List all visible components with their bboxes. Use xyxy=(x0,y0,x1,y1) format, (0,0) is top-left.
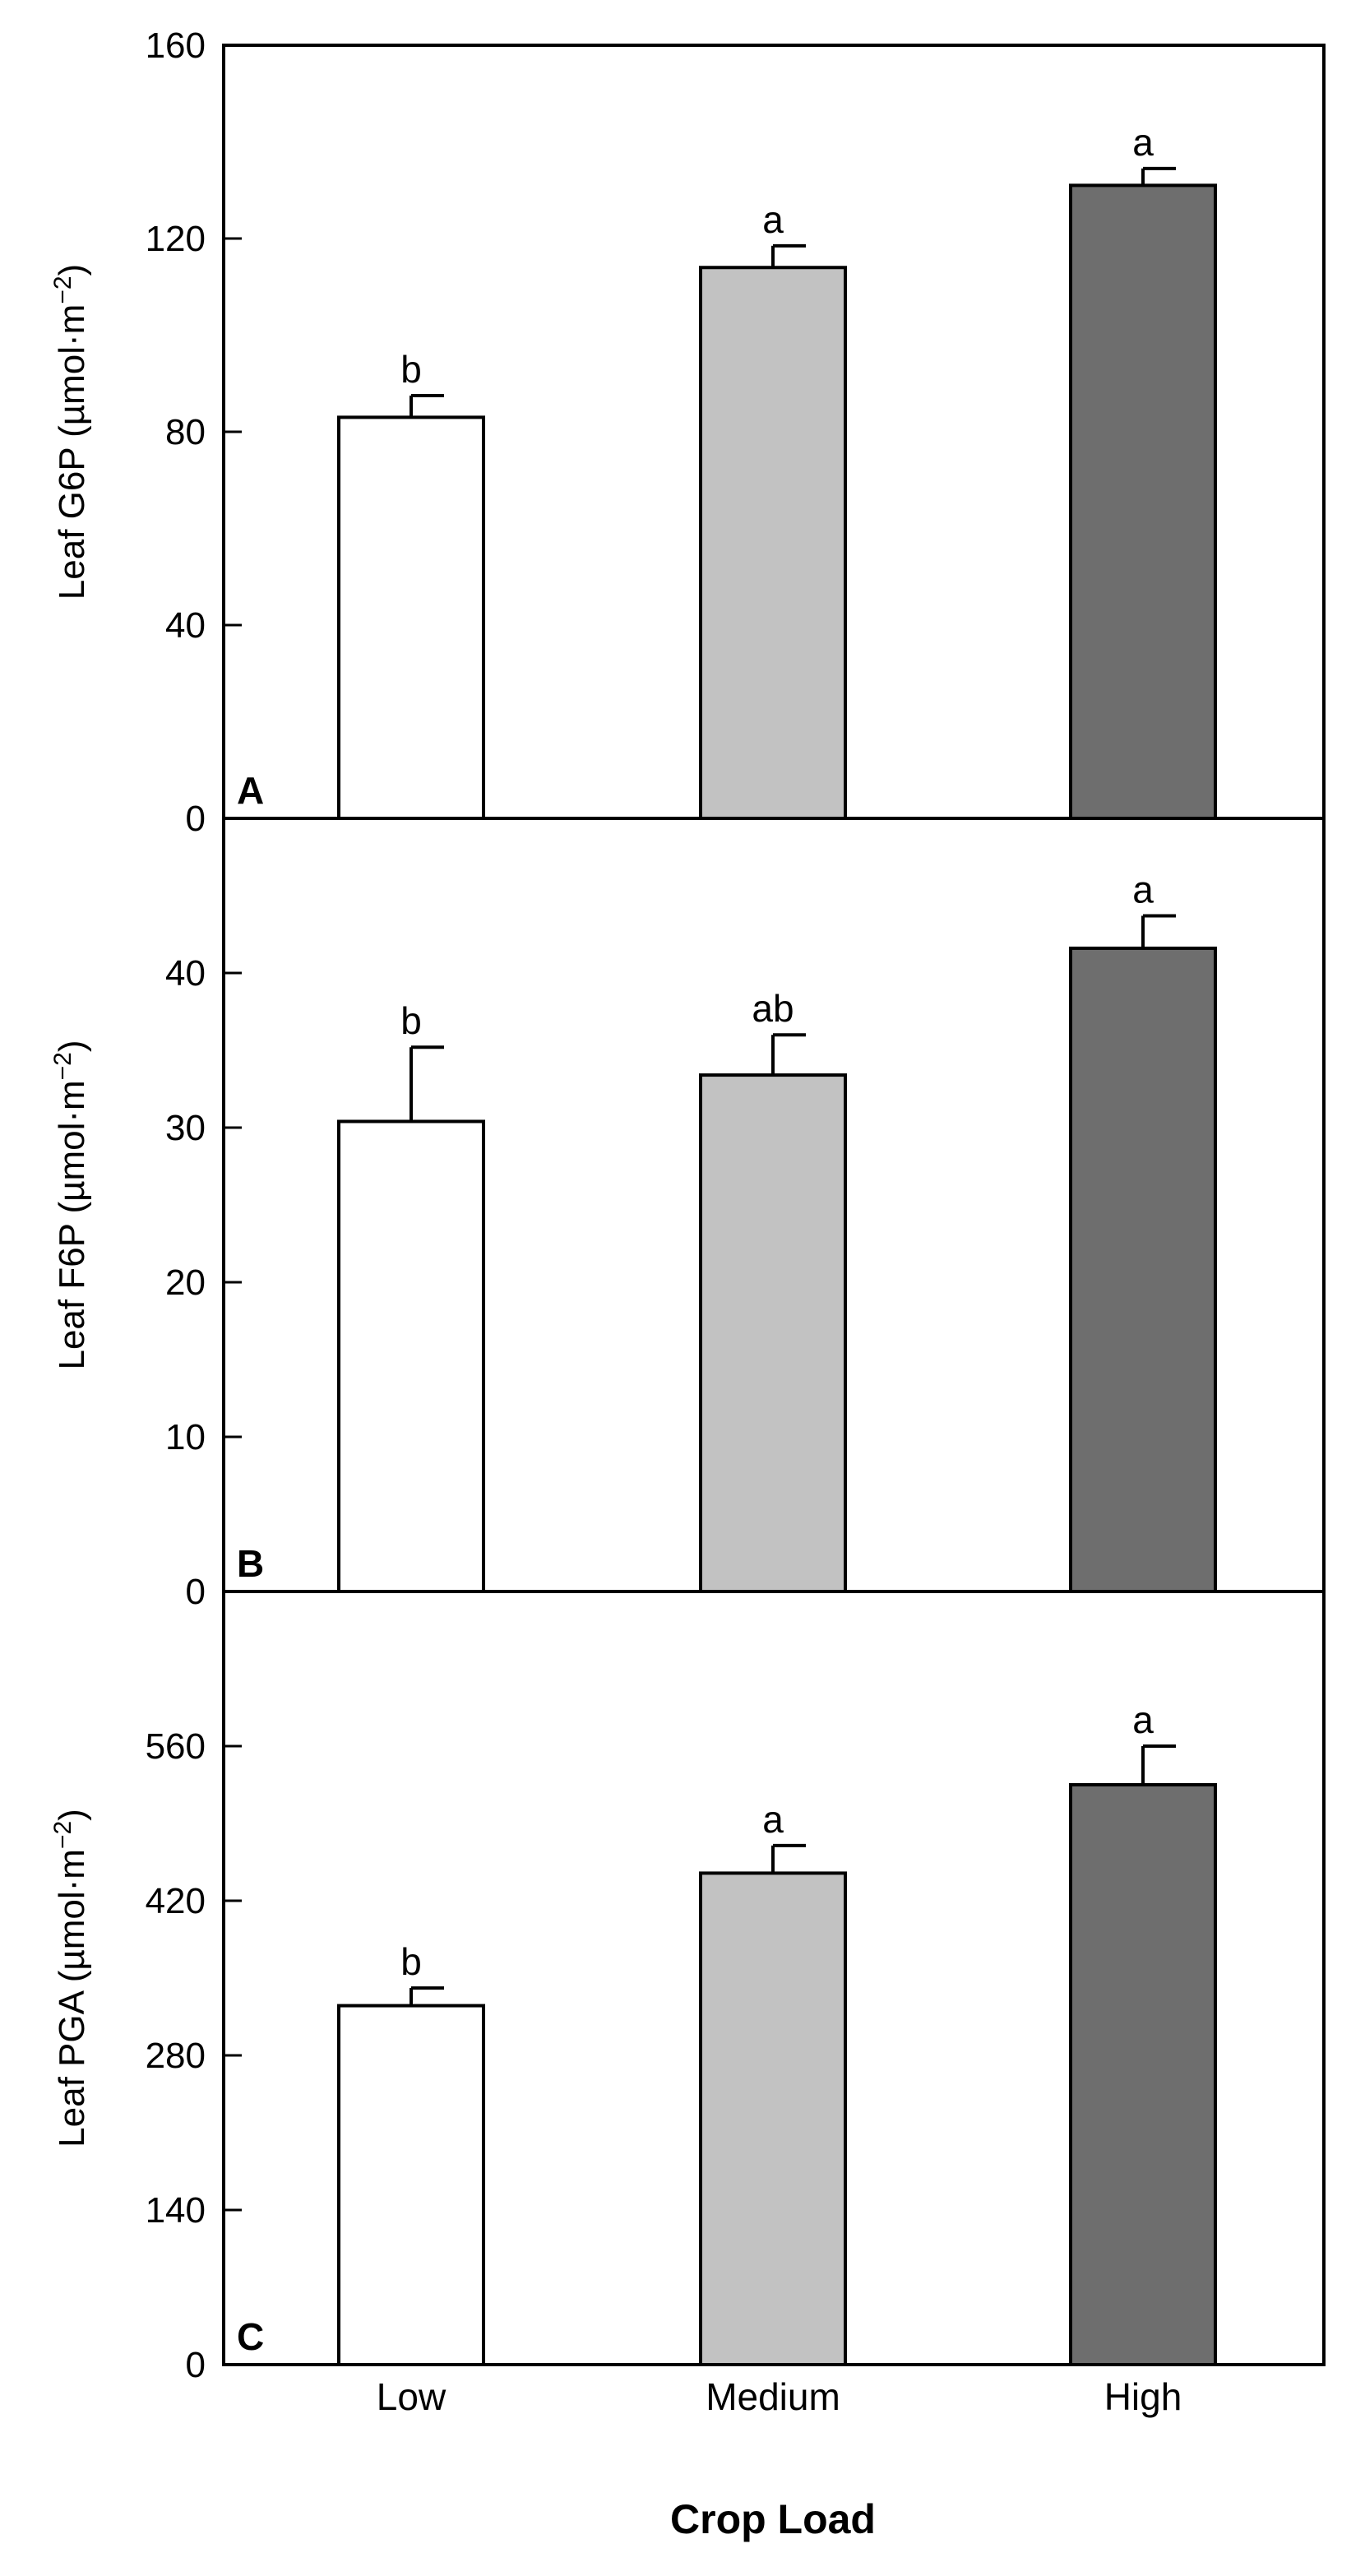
panel-c-sig-letter-low: b xyxy=(400,1940,422,1983)
panel-c-bar-high xyxy=(1069,1783,1217,2366)
x-axis-title: Crop Load xyxy=(670,2496,876,2542)
panel-c-ytick-label: 140 xyxy=(146,2190,206,2231)
panel-a-bar-high xyxy=(1069,183,1217,820)
panel-b-ylabel-sup: −2 xyxy=(49,1052,76,1080)
panel-b-ytick-label: 30 xyxy=(165,1108,206,1148)
panel-a-ylabel-sup: −2 xyxy=(49,276,76,303)
panel-c-ylabel: Leaf PGA (µmol·m−2) xyxy=(49,1809,92,2147)
panel-b-bar-low xyxy=(337,1119,485,1593)
panel-c-ytick-label: 560 xyxy=(146,1726,206,1767)
panel-c-ylabel-close: ) xyxy=(52,1809,92,1821)
panel-c-ytick-label: 420 xyxy=(146,1881,206,1921)
x-category-label-medium: Medium xyxy=(706,2375,840,2418)
panel-c-letter: C xyxy=(237,2315,264,2358)
panel-b: 0 10 20 30 40 b ab a B Leaf F6P (µmol·m−2) xyxy=(49,817,1326,1612)
panel-b-sig-letter-medium: ab xyxy=(752,987,794,1030)
panel-a-sig-letter-medium: a xyxy=(762,198,784,241)
panel-b-ylabel-close: ) xyxy=(52,1040,92,1052)
panel-c: 0 140 280 420 560 b a a C Leaf PGA (µmol·m−2) xyxy=(49,1590,1326,2385)
panel-b-ytick-label: 10 xyxy=(165,1417,206,1457)
panel-a-ytick-label: 80 xyxy=(165,412,206,452)
panel-c-ytick-label: 280 xyxy=(146,2036,206,2076)
panel-c-ytick-label: 0 xyxy=(186,2345,206,2385)
panel-b-ylabel-main: Leaf F6P (µmol·m xyxy=(52,1080,92,1369)
panel-b-ylabel: Leaf F6P (µmol·m−2) xyxy=(49,1040,92,1369)
panel-a-ylabel-close: ) xyxy=(52,264,92,276)
panel-b-ytick-label: 20 xyxy=(165,1263,206,1303)
panel-a: 0 40 80 120 160 b a a A Leaf G6P (µmol·m−2) xyxy=(49,25,1326,839)
panel-a-ytick-label: 120 xyxy=(146,219,206,259)
panel-b-sig-letter-high: a xyxy=(1132,868,1154,910)
panel-b-ytick-label: 0 xyxy=(186,1572,206,1612)
panel-c-bar-medium xyxy=(699,1871,847,2366)
panel-a-sig-letter-high: a xyxy=(1132,121,1154,164)
panel-b-ytick-label: 40 xyxy=(165,953,206,994)
panel-b-letter: B xyxy=(237,1542,264,1585)
panel-a-ylabel-main: Leaf G6P (µmol·m xyxy=(52,304,92,600)
panel-c-sig-letter-medium: a xyxy=(762,1798,784,1841)
panel-c-ylabel-main: Leaf PGA (µmol·m xyxy=(52,1849,92,2147)
panel-b-sig-letter-low: b xyxy=(400,999,422,1042)
panel-a-bar-low xyxy=(337,415,485,820)
panel-c-bar-low xyxy=(337,2004,485,2367)
x-category-label-high: High xyxy=(1104,2375,1182,2418)
panel-c-sig-letter-high: a xyxy=(1132,1698,1154,1741)
panel-a-ytick-label: 160 xyxy=(146,25,206,66)
panel-a-ytick-label: 40 xyxy=(165,605,206,646)
panel-a-letter: A xyxy=(237,769,264,812)
panel-a-ytick-label: 0 xyxy=(186,799,206,839)
panel-b-bar-high xyxy=(1069,946,1217,1594)
panel-a-sig-letter-low: b xyxy=(400,348,422,391)
panel-b-bar-medium xyxy=(699,1073,847,1593)
x-category-label-low: Low xyxy=(377,2375,447,2418)
panel-a-bar-medium xyxy=(699,266,847,820)
panel-a-ylabel: Leaf G6P (µmol·m−2) xyxy=(49,264,92,600)
panel-c-ylabel-sup: −2 xyxy=(49,1821,76,1849)
x-axis-labels: Low Medium High Crop Load xyxy=(377,2375,1182,2542)
